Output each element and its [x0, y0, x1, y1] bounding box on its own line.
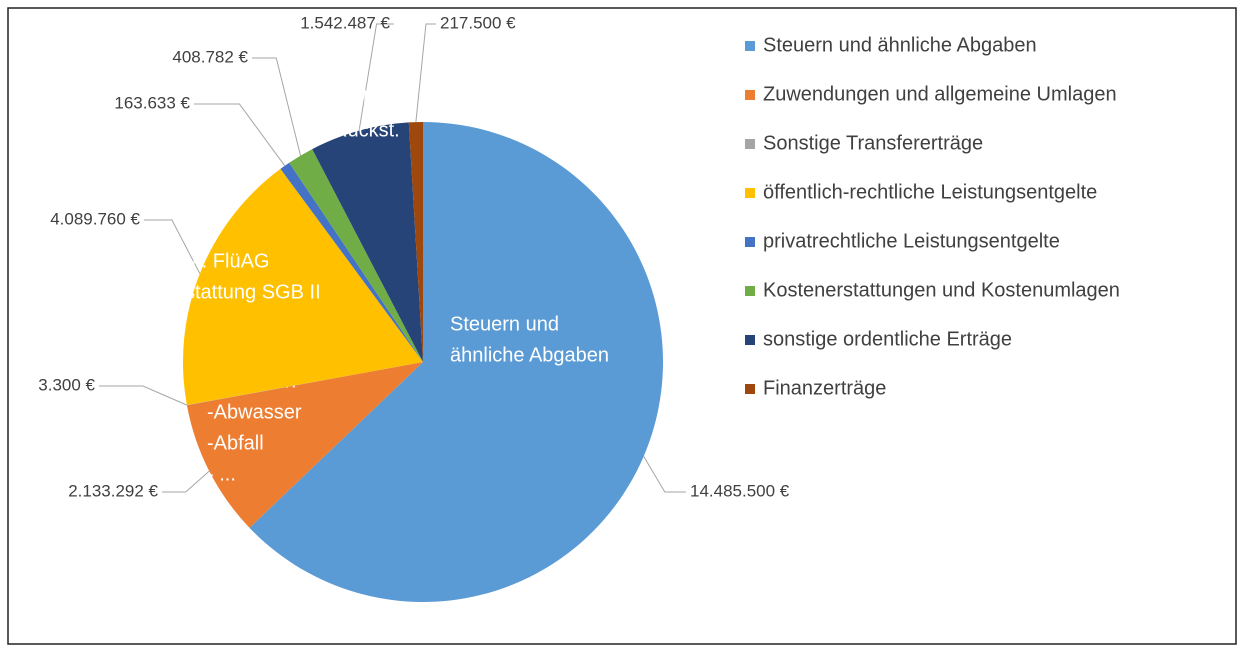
slice-label: -Abfall [207, 432, 264, 454]
value-label: 3.300 € [38, 375, 95, 394]
legend-label: Steuern und ähnliche Abgaben [763, 34, 1037, 56]
slice-label: ähnliche Abgaben [450, 344, 609, 366]
value-label: 14.485.500 € [690, 481, 790, 500]
slice-label: -Abwasser [207, 401, 302, 423]
slice-label: Zuw. FlüAG [165, 250, 269, 272]
value-label: 1.542.487 € [300, 13, 390, 32]
legend-label: Finanzerträge [763, 377, 886, 399]
pie-slice [312, 122, 423, 362]
legend-label: privatrechtliche Leistungsentgelte [763, 230, 1060, 252]
value-label: 4.089.760 € [50, 209, 140, 228]
value-label: 2.133.292 € [68, 481, 158, 500]
slice-label: - ... [207, 463, 236, 485]
pie-slice [249, 122, 664, 602]
slice-label: Steuern und [450, 313, 559, 335]
leader-line [252, 57, 301, 156]
leader-line [162, 470, 210, 493]
leader-line [643, 456, 686, 493]
legend-label: Zuwendungen und allgemeine Umlagen [763, 83, 1117, 105]
value-label: 163.633 € [114, 93, 190, 112]
leader-line [99, 385, 188, 406]
legend-marker [745, 286, 755, 296]
slice-label: Erstattung SGB II [165, 281, 321, 303]
slice-label: Rückst. [333, 119, 400, 141]
legend-label: öffentlich-rechtliche Leistungsentgelte [763, 181, 1097, 203]
legend-marker [745, 90, 755, 100]
leader-line [358, 23, 394, 131]
value-label: 408.782 € [172, 47, 248, 66]
leader-line [415, 23, 436, 123]
legend-marker [745, 188, 755, 198]
value-label: 217.500 € [440, 13, 516, 32]
pie-slice [408, 122, 423, 362]
pie-slice [186, 362, 423, 528]
pie-slice [183, 168, 423, 406]
slice-label: Aufl. [333, 88, 373, 110]
legend-marker [745, 41, 755, 51]
legend-marker [745, 384, 755, 394]
legend-label: Sonstige Transfererträge [763, 132, 983, 154]
legend-marker [745, 237, 755, 247]
pie-slice [289, 149, 423, 362]
slice-label: ... [165, 312, 182, 334]
leader-line [144, 219, 201, 274]
pie-slice [186, 362, 423, 406]
legend-marker [745, 139, 755, 149]
legend-marker [745, 335, 755, 345]
legend-label: sonstige ordentliche Erträge [763, 328, 1012, 350]
pie-slice [280, 162, 423, 362]
legend-label: Kostenerstattungen und Kostenumlagen [763, 279, 1120, 301]
leader-line [194, 103, 286, 167]
